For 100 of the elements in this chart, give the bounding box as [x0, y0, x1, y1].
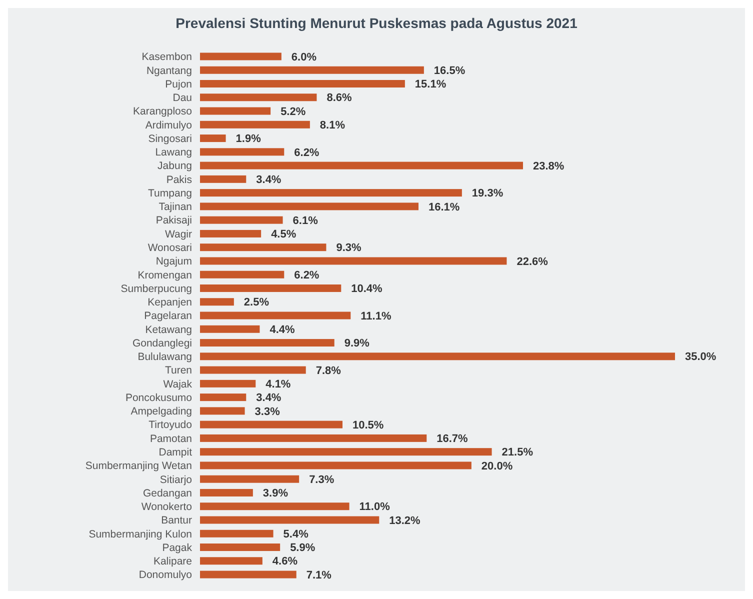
bar: [200, 66, 424, 74]
data-label: 10.4%: [351, 283, 383, 296]
data-label: 6.1%: [292, 214, 318, 227]
data-label: 6.2%: [294, 269, 320, 282]
bar: [200, 244, 326, 252]
y-tick-label: Wonosari: [148, 242, 192, 254]
data-label: 4.6%: [272, 556, 298, 568]
y-tick-label: Bantur: [161, 514, 192, 527]
bar: [200, 162, 523, 170]
y-tick-label: Pakisaji: [156, 214, 192, 227]
bar: [200, 407, 245, 415]
data-label: 15.1%: [414, 78, 446, 91]
data-label: 20.0%: [481, 460, 513, 472]
data-label: 7.8%: [316, 364, 342, 377]
bar: [200, 544, 280, 552]
bar: [200, 339, 334, 347]
y-tick-label: Wagir: [164, 228, 192, 240]
bar: [200, 380, 256, 388]
y-tick-label: Gondanglegi: [132, 337, 192, 350]
y-tick-label: Pagak: [162, 542, 193, 554]
bar: [200, 284, 342, 292]
bar: [200, 52, 282, 60]
data-label: 7.3%: [309, 474, 334, 486]
y-tick-label: Singosari: [148, 132, 192, 145]
data-label: 3.4%: [256, 392, 282, 404]
data-label: 8.1%: [320, 119, 346, 132]
y-tick-label: Wonokerto: [141, 501, 192, 514]
y-tick-label: Pujon: [165, 78, 192, 90]
y-tick-label: Dampit: [158, 446, 192, 459]
bar: [200, 557, 262, 565]
data-label: 8.6%: [326, 92, 352, 104]
y-tick-label: Poncokusumo: [125, 392, 192, 404]
y-tick-label: Bululawang: [138, 351, 192, 364]
bar: [200, 488, 253, 496]
y-tick-label: Kasembon: [142, 51, 192, 64]
bar: [200, 230, 262, 238]
bar: [200, 80, 405, 88]
bar: [200, 270, 284, 278]
data-label: 19.3%: [472, 188, 504, 200]
data-label: 16.7%: [436, 433, 468, 446]
bar: [200, 107, 271, 115]
y-tick-label: Sumberpucung: [120, 282, 192, 295]
bar: [200, 420, 342, 428]
y-tick-label: Ngajum: [156, 256, 192, 268]
y-tick-label: Ketawang: [145, 324, 192, 336]
bar: [200, 94, 317, 102]
data-label: 3.3%: [254, 406, 280, 418]
bar: [200, 475, 300, 483]
y-tick-label: Pagelaran: [144, 310, 192, 322]
y-tick-label: Sitiarjo: [160, 474, 192, 486]
bar: [200, 175, 246, 183]
y-tick-label: Kromengan: [138, 269, 192, 282]
y-tick-label: Sumbermanjing Wetan: [85, 460, 192, 472]
data-label: 7.1%: [306, 569, 332, 582]
y-tick-label: Jabung: [158, 160, 192, 172]
y-tick-label: Donomulyo: [138, 569, 192, 582]
y-tick-label: Pamotan: [150, 432, 192, 445]
data-label: 9.9%: [344, 338, 370, 350]
y-tick-label: Kepanjen: [148, 296, 192, 309]
y-tick-label: Tirtoyudo: [148, 419, 192, 432]
bar: [200, 298, 234, 306]
data-label: 6.2%: [294, 146, 320, 159]
y-tick-label: Ngantang: [146, 64, 192, 77]
y-tick-label: Ardimulyo: [145, 119, 192, 132]
data-label: 5.2%: [280, 106, 306, 118]
y-tick-label: Dau: [172, 92, 192, 104]
data-label: 3.9%: [262, 488, 288, 500]
bar: [200, 394, 246, 402]
bar: [200, 257, 507, 265]
y-tick-label: Ampelgading: [130, 406, 192, 418]
bar: [200, 530, 274, 538]
bar: [200, 189, 462, 197]
data-label: 16.1%: [428, 201, 460, 214]
bar: [200, 352, 675, 360]
data-label: 11.1%: [360, 310, 392, 322]
y-tick-label: Karangploso: [133, 106, 192, 118]
data-label: 35.0%: [685, 351, 716, 364]
data-label: 5.4%: [283, 528, 309, 540]
bar: [200, 216, 283, 224]
data-label: 21.5%: [502, 446, 534, 459]
bar: [200, 134, 226, 142]
bar: [200, 325, 260, 333]
data-label: 6.0%: [291, 51, 317, 64]
data-label: 16.5%: [434, 64, 466, 77]
y-tick-label: Turen: [164, 364, 192, 377]
bar: [200, 448, 492, 456]
bar: [200, 202, 418, 210]
bar: [200, 462, 472, 470]
y-tick-label: Lawang: [155, 146, 192, 159]
chart-title: Prevalensi Stunting Menurut Puskesmas pada Agustus 2021: [176, 15, 578, 31]
data-label: 4.1%: [266, 378, 291, 391]
y-tick-label: Pakis: [166, 174, 192, 186]
data-label: 13.2%: [389, 514, 421, 527]
bar: [200, 120, 310, 128]
bar: [200, 312, 351, 320]
data-label: 4.4%: [270, 324, 296, 336]
y-tick-label: Tajinan: [158, 201, 192, 214]
y-tick-label: Gedangan: [142, 487, 192, 500]
data-label: 9.3%: [336, 242, 362, 254]
bar: [200, 434, 427, 442]
